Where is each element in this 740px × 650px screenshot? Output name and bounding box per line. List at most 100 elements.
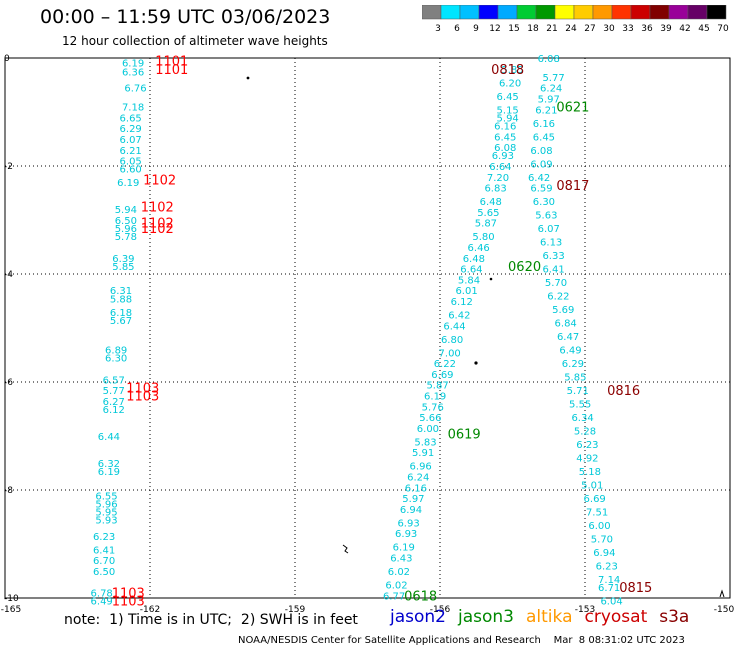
wave-height-value: 5.93 [95, 516, 117, 527]
wave-height-value: 4.92 [576, 454, 598, 465]
wave-height-value: 5.15 [497, 105, 519, 116]
pass-time-label: 1102 [143, 174, 176, 189]
wave-height-value: 6.00 [588, 521, 610, 532]
pass-time-label: 1103 [126, 381, 159, 396]
wave-height-value: 6.24 [407, 473, 429, 484]
legend-altika: altika [526, 607, 573, 627]
wave-height-value: 5.85 [501, 65, 523, 76]
wave-height-value: 6.32 [98, 459, 120, 470]
wave-height-value: 7.20 [487, 173, 509, 184]
x-tick-label: -150 [714, 605, 735, 615]
map-subtitle: 12 hour collection of altimeter wave hei… [62, 34, 328, 48]
colorbar-swatch [706, 5, 727, 20]
wave-height-value: 6.08 [538, 54, 560, 65]
colorbar-tick-label: 6 [454, 24, 460, 34]
wave-height-value: 6.21 [120, 146, 142, 157]
pass-time-label: 0619 [448, 427, 481, 442]
wave-height-value: 7.51 [586, 508, 608, 519]
wave-height-value: 6.22 [434, 359, 456, 370]
wave-height-value: 5.97 [402, 494, 424, 505]
pass-time-label: 0618 [404, 589, 437, 604]
wave-height-value: 5.87 [475, 219, 497, 230]
wave-height-value: 6.01 [455, 286, 477, 297]
wave-height-value: 6.18 [110, 308, 132, 319]
wave-height-value: 5.94 [497, 113, 519, 124]
wave-height-value: 6.09 [530, 159, 552, 170]
wave-height-value: 6.96 [410, 462, 432, 473]
y-tick-label: -10 [4, 594, 19, 604]
x-axis-ticks: -165 -162 -159 -156 -153 -150 [1, 605, 735, 615]
wave-height-value: 6.64 [489, 162, 511, 173]
x-tick-label: -162 [140, 605, 160, 615]
wave-height-value: 5.96 [115, 224, 137, 235]
wave-height-value: 5.77 [542, 73, 564, 84]
satellite-legend: jason2 jason3 altika cryosat s3a [390, 607, 701, 627]
wave-height-value: 6.93 [395, 529, 417, 540]
wave-height-value: 5.83 [414, 437, 436, 448]
wave-height-value: 6.08 [530, 146, 552, 157]
wave-height-value: 6.93 [492, 151, 514, 162]
wave-height-value: 6.19 [424, 392, 446, 403]
satellite-tracks: 6.196.366.767.186.656.296.076.216.056.60… [91, 54, 623, 608]
wave-height-value: 6.07 [538, 224, 560, 235]
colorbar-swatches [422, 5, 727, 20]
pass-time-label: 1101 [155, 55, 188, 70]
wave-height-value: 6.45 [533, 132, 555, 143]
wave-height-value: 6.78 [91, 589, 113, 600]
wave-height-value: 6.94 [400, 505, 422, 516]
track-s3a: 6.08 5.776.245.976.21 6.16 6.45 6.08 6.09 6.42… [528, 54, 623, 608]
legend-jason3: jason3 [458, 607, 514, 627]
wave-height-value: 6.33 [542, 251, 564, 262]
wave-height-value: 5.78 [115, 232, 137, 243]
wave-height-value: 6.49 [559, 346, 581, 357]
wave-height-value: 6.41 [542, 265, 564, 276]
colorbar-tick-label: 36 [641, 24, 653, 34]
pass-time-label: 0818 [491, 63, 524, 78]
wave-height-value: 6.59 [530, 184, 552, 195]
x-tick-label: -165 [1, 605, 21, 615]
wave-height-value: 6.45 [494, 132, 516, 143]
wave-height-value: 5.91 [412, 448, 434, 459]
y-tick-label: -6 [4, 378, 13, 388]
wave-height-value: 5.77 [103, 386, 125, 397]
wave-height-value: 6.13 [540, 238, 562, 249]
wave-height-value: 6.48 [480, 197, 502, 208]
wave-height-value: 5.65 [477, 208, 499, 219]
y-axis-ticks: 0 -2 -4 -6 -8 -10 [4, 54, 19, 604]
wave-height-value: 6.23 [596, 562, 618, 573]
wave-height-value: 6.43 [390, 554, 412, 565]
wave-height-value: 6.19 [117, 178, 139, 189]
pass-time-label: 1102 [141, 201, 174, 216]
wave-height-value: 5.66 [419, 413, 441, 424]
pass-time-label: 0817 [556, 179, 589, 194]
wave-height-value: 5.94 [115, 205, 137, 216]
footer-note: note: 1) Time is in UTC; 2) SWH is in fe… [64, 612, 358, 628]
wave-height-value: 6.16 [494, 122, 516, 133]
wave-height-value: 7.00 [439, 348, 461, 359]
wave-height-value: 6.12 [451, 297, 473, 308]
pass-time-label: 1102 [141, 222, 174, 237]
colorbar-tick-label: 21 [546, 24, 557, 34]
wave-height-value: 6.69 [431, 370, 453, 381]
map-grid [5, 58, 730, 598]
map-frame [4, 57, 731, 599]
wave-height-value: 6.29 [562, 359, 584, 370]
pass-time-label: 1103 [112, 587, 145, 602]
wave-height-value: 6.45 [497, 92, 519, 103]
wave-height-value: 6.46 [468, 243, 490, 254]
wave-height-value: 6.05 [120, 157, 142, 168]
wave-height-value: 5.70 [591, 535, 613, 546]
wave-height-value: 6.50 [115, 216, 137, 227]
wave-height-value: 6.19 [122, 58, 144, 69]
wave-height-value: 6.31 [110, 286, 132, 297]
wave-height-value: 6.19 [393, 543, 415, 554]
wave-height-value: 6.00 [417, 424, 439, 435]
y-tick-label: -2 [4, 162, 13, 172]
wave-height-value: 6.47 [557, 332, 579, 343]
wave-height-value: 6.23 [93, 532, 115, 543]
wave-height-value: 5.55 [569, 400, 591, 411]
colorbar-tick-label: 39 [660, 24, 672, 34]
wave-height-value: 6.04 [600, 597, 622, 608]
